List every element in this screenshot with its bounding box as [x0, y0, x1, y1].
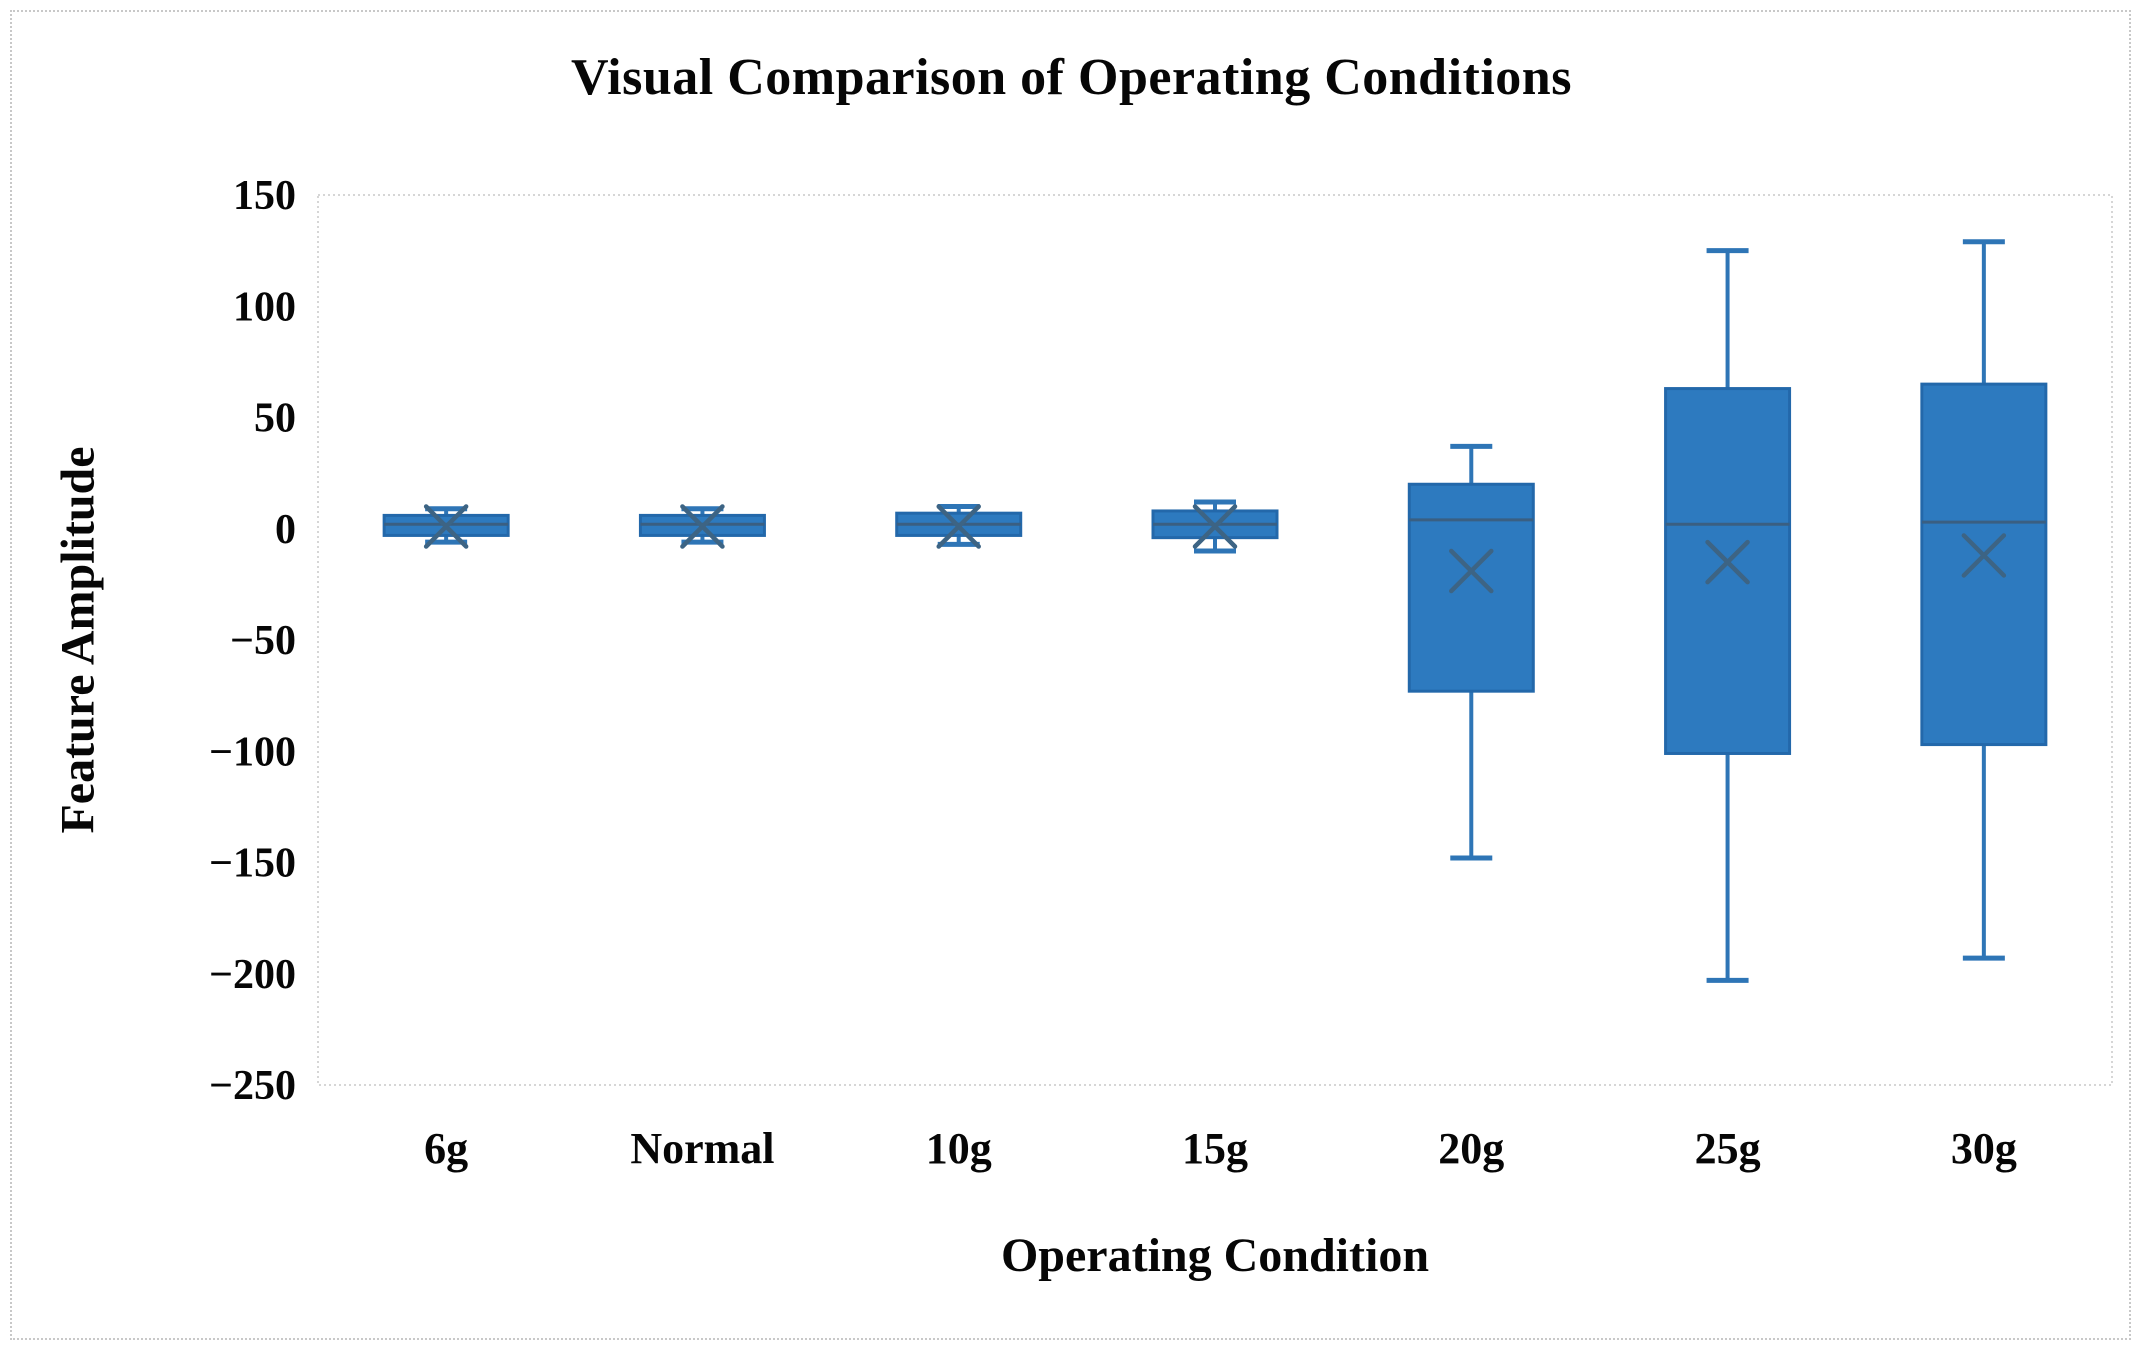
mean-marker-6g	[423, 504, 469, 549]
x-category-label-15g: 15g	[1182, 1124, 1248, 1173]
x-category-label-6g: 6g	[424, 1124, 468, 1173]
y-tick-label: −200	[209, 952, 296, 998]
chart-title: Visual Comparison of Operating Condition…	[571, 49, 1572, 106]
mean-marker-10g	[936, 504, 981, 549]
box-25g	[1664, 387, 1792, 755]
x-axis-title: Operating Condition	[1000, 1229, 1430, 1282]
mean-marker-15g	[1192, 504, 1238, 549]
y-tick-label: 150	[233, 173, 296, 219]
y-tick-label: 100	[233, 284, 296, 330]
x-category-label-25g: 25g	[1695, 1124, 1761, 1173]
mean-marker-25g	[1705, 539, 1750, 585]
x-category-label-10g: 10g	[926, 1124, 992, 1173]
y-tick-label: −250	[209, 1063, 296, 1109]
mean-marker-30g	[1961, 533, 2007, 578]
y-tick-label: −100	[209, 729, 296, 775]
y-tick-label: −150	[209, 841, 296, 887]
plot-area-border	[317, 194, 2113, 1086]
mean-marker-20g	[1449, 548, 1494, 594]
x-category-label-30g: 30g	[1951, 1124, 2017, 1173]
x-category-label-20g: 20g	[1438, 1124, 1504, 1173]
box-30g	[1920, 382, 2048, 747]
x-category-label-Normal: Normal	[630, 1124, 774, 1173]
box-20g	[1407, 482, 1535, 693]
y-tick-label: −50	[230, 618, 296, 664]
y-tick-label: 0	[275, 507, 296, 553]
mean-marker-Normal	[680, 504, 725, 549]
y-tick-label: 50	[254, 396, 296, 442]
